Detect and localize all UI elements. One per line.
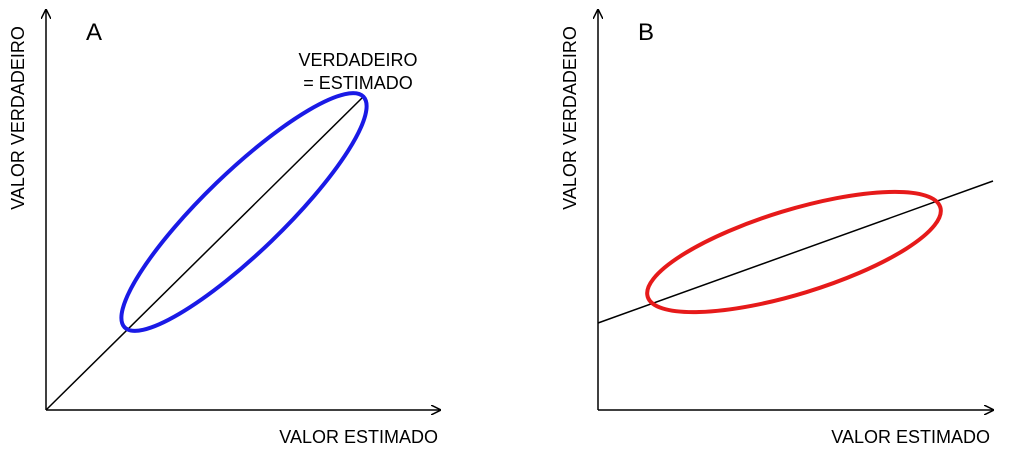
ellipse [645, 189, 943, 315]
y-axis-label: VALOR VERDADEIRO [560, 26, 580, 210]
y-axis-label: VALOR VERDADEIRO [8, 26, 28, 210]
panel-a: A VALOR VERDADEIRO VALOR ESTIMADO VERDAD… [8, 10, 440, 447]
identity-line [45, 97, 363, 411]
panel-label: B [638, 19, 654, 46]
annotation: = ESTIMADO [303, 73, 413, 93]
panel-b: B VALOR VERDADEIRO VALOR ESTIMADO [560, 10, 993, 447]
annotation: VERDADEIRO [298, 50, 417, 70]
panel-label: A [86, 19, 102, 46]
x-axis-label: VALOR ESTIMADO [831, 427, 990, 447]
ellipse [119, 91, 369, 333]
x-axis-label: VALOR ESTIMADO [279, 427, 438, 447]
regression-line [597, 180, 994, 324]
